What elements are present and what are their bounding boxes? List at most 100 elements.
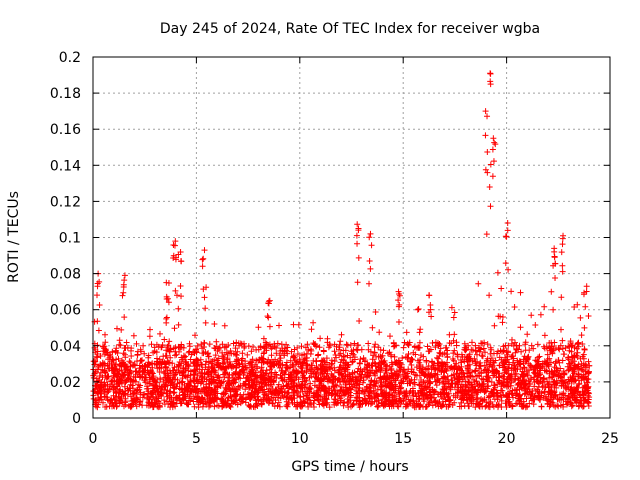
data-point [489,173,496,180]
data-point [503,233,510,240]
data-point [489,146,496,153]
data-point [199,263,206,270]
y-tick-label: 0.08 [50,267,81,283]
x-axis-label: GPS time / hours [291,459,408,475]
data-point [170,255,177,262]
y-tick-label: 0.1 [59,231,81,247]
y-tick-label: 0.02 [50,375,81,391]
data-point [502,260,509,267]
x-tick-label: 10 [291,431,309,447]
data-point [367,230,374,237]
data-point [581,324,588,331]
data-point [428,313,435,320]
data-points [90,70,593,411]
data-point [490,158,497,165]
y-tick-label: 0.2 [59,50,81,66]
data-point [200,255,207,262]
data-point [484,169,491,176]
data-point [490,135,497,142]
data-point [366,257,373,264]
data-point [96,301,103,308]
data-point [265,314,272,321]
axis-ticks: 0 0.02 0.04 0.06 0.08 0.1 0.12 0.14 0.16 0.18 0.2 0… [50,50,619,447]
data-point [353,232,360,239]
x-tick-label: 25 [601,431,619,447]
data-point [171,242,178,249]
y-tick-label: 0.16 [50,122,81,138]
data-point [558,249,565,256]
y-tick-label: 0 [72,411,81,427]
data-point [94,280,101,287]
data-point [199,256,206,263]
data-point [200,286,207,293]
data-point [177,282,184,289]
data-point [487,70,494,77]
data-point [552,260,559,267]
data-point [484,148,491,155]
data-point [355,254,362,261]
data-point [491,139,498,146]
data-point [582,303,589,310]
data-point [487,81,494,88]
data-point [486,183,493,190]
data-point [355,227,362,234]
x-tick-label: 15 [394,431,412,447]
data-point [201,247,208,254]
data-point [504,220,511,227]
data-point [367,265,374,272]
data-point [177,258,184,265]
data-point [366,234,373,241]
data-point [121,277,128,284]
data-point [426,292,433,299]
data-point [165,279,172,286]
y-axis-label: ROTI / TECUs [6,191,22,283]
data-point [482,166,489,173]
data-point [484,113,491,120]
y-tick-label: 0.04 [50,339,81,355]
data-point [583,288,590,295]
data-point [354,279,361,286]
data-point [482,132,489,139]
data-point [119,292,126,299]
data-point [505,266,512,273]
data-point [427,302,434,309]
data-point [163,315,170,322]
data-point [172,256,179,263]
data-point [396,292,403,299]
data-point [559,268,566,275]
data-point [426,309,433,316]
x-tick-label: 0 [89,431,98,447]
data-point [175,251,182,258]
data-point [266,323,273,330]
data-point [559,235,566,242]
data-point [120,284,127,291]
data-point [559,262,566,269]
data-point [395,318,402,325]
data-point [396,301,403,308]
data-point [163,314,170,321]
data-point [487,161,494,168]
data-point [202,305,209,312]
data-point [366,280,373,287]
data-point [178,293,185,300]
data-point [368,242,375,249]
data-point [551,253,558,260]
data-point [120,289,127,296]
data-point [583,283,590,290]
data-point [121,272,128,279]
y-tick-label: 0.12 [50,194,81,210]
x-tick-label: 5 [192,431,201,447]
data-point [94,318,101,325]
data-point [264,313,271,320]
y-tick-label: 0.14 [50,158,81,174]
data-point [163,295,170,302]
data-point [482,108,489,115]
data-point [559,241,566,248]
data-point [395,297,402,304]
y-tick-label: 0.06 [50,303,81,319]
y-tick-label: 0.18 [50,86,81,102]
data-point [580,291,587,298]
data-point [552,275,559,282]
x-tick-label: 20 [498,431,516,447]
